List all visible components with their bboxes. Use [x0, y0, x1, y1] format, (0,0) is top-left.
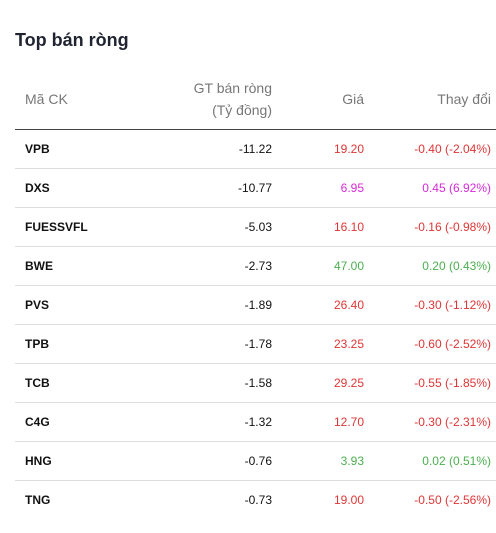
table-row[interactable]: FUESSVFL -5.03 16.10 -0.16 (-0.98%): [15, 207, 496, 247]
row-price: 12.70: [272, 402, 364, 442]
row-net-sell-value: -1.32: [125, 402, 272, 442]
row-change: 0.02 (0.51%): [364, 441, 496, 481]
table-row[interactable]: C4G -1.32 12.70 -0.30 (-2.31%): [15, 402, 496, 442]
row-price: 29.25: [272, 363, 364, 403]
row-net-sell-value: -11.22: [125, 129, 272, 169]
row-price: 16.10: [272, 207, 364, 247]
column-header-value-line2: (Tỷ đồng): [212, 101, 272, 118]
row-price: 47.00: [272, 246, 364, 286]
row-net-sell-value: -10.77: [125, 168, 272, 208]
row-price: 3.93: [272, 441, 364, 481]
row-change: -0.55 (-1.85%): [364, 363, 496, 403]
row-symbol[interactable]: HNG: [15, 441, 125, 481]
row-net-sell-value: -1.78: [125, 324, 272, 364]
table-header-row: Mã CK GT bán ròng (Tỷ đồng) Giá Thay đổi: [15, 68, 496, 130]
table-row[interactable]: TPB -1.78 23.25 -0.60 (-2.52%): [15, 324, 496, 364]
row-net-sell-value: -1.58: [125, 363, 272, 403]
row-price: 19.00: [333, 493, 364, 507]
row-net-sell-value: -5.03: [125, 207, 272, 247]
row-change: -0.40 (-2.04%): [364, 129, 496, 169]
column-header-change[interactable]: Thay đổi: [364, 68, 496, 130]
net-sell-table: Mã CK GT bán ròng (Tỷ đồng) Giá Thay đổi…: [15, 68, 496, 519]
row-price: 19.20: [272, 129, 364, 169]
column-header-net-sell-value[interactable]: GT bán ròng (Tỷ đồng): [125, 68, 272, 130]
column-header-price[interactable]: Giá: [272, 68, 364, 130]
row-change: -0.30 (-2.31%): [364, 402, 496, 442]
row-change: -0.30 (-1.12%): [364, 285, 496, 325]
row-symbol[interactable]: DXS: [15, 168, 125, 208]
table-row[interactable]: HNG -0.76 3.93 0.02 (0.51%): [15, 441, 496, 481]
row-symbol[interactable]: C4G: [15, 402, 125, 442]
row-net-sell-value: -2.73: [125, 246, 272, 286]
row-price: 6.95: [272, 168, 364, 208]
table-row[interactable]: TCB -1.58 29.25 -0.55 (-1.85%): [15, 363, 496, 403]
row-symbol[interactable]: TNG: [25, 493, 51, 507]
table-row[interactable]: VPB -11.22 19.20 -0.40 (-2.04%): [15, 129, 496, 169]
row-change: -0.60 (-2.52%): [364, 324, 496, 364]
row-net-sell-value: -1.89: [125, 285, 272, 325]
row-change: -0.16 (-0.98%): [364, 207, 496, 247]
column-header-value-line1: GT bán ròng: [193, 79, 272, 96]
table-row[interactable]: DXS -10.77 6.95 0.45 (6.92%): [15, 168, 496, 208]
row-net-sell-value: -0.73: [244, 493, 272, 507]
row-symbol[interactable]: FUESSVFL: [15, 207, 125, 247]
column-header-symbol[interactable]: Mã CK: [15, 68, 125, 130]
widget-title: Top bán ròng: [15, 30, 129, 50]
row-symbol[interactable]: TCB: [15, 363, 125, 403]
table-row[interactable]: PVS -1.89 26.40 -0.30 (-1.12%): [15, 285, 496, 325]
row-symbol[interactable]: TPB: [15, 324, 125, 364]
row-price: 23.25: [272, 324, 364, 364]
table-row[interactable]: TNG -0.73 19.00 -0.50 (-2.56%): [15, 481, 496, 520]
row-change: 0.45 (6.92%): [364, 168, 496, 208]
row-price: 26.40: [272, 285, 364, 325]
row-change: 0.20 (0.43%): [364, 246, 496, 286]
row-change: -0.50 (-2.56%): [414, 493, 491, 507]
row-net-sell-value: -0.76: [125, 441, 272, 481]
table-row[interactable]: BWE -2.73 47.00 0.20 (0.43%): [15, 246, 496, 286]
row-symbol[interactable]: BWE: [15, 246, 125, 286]
row-symbol[interactable]: VPB: [15, 129, 125, 169]
row-symbol[interactable]: PVS: [15, 285, 125, 325]
